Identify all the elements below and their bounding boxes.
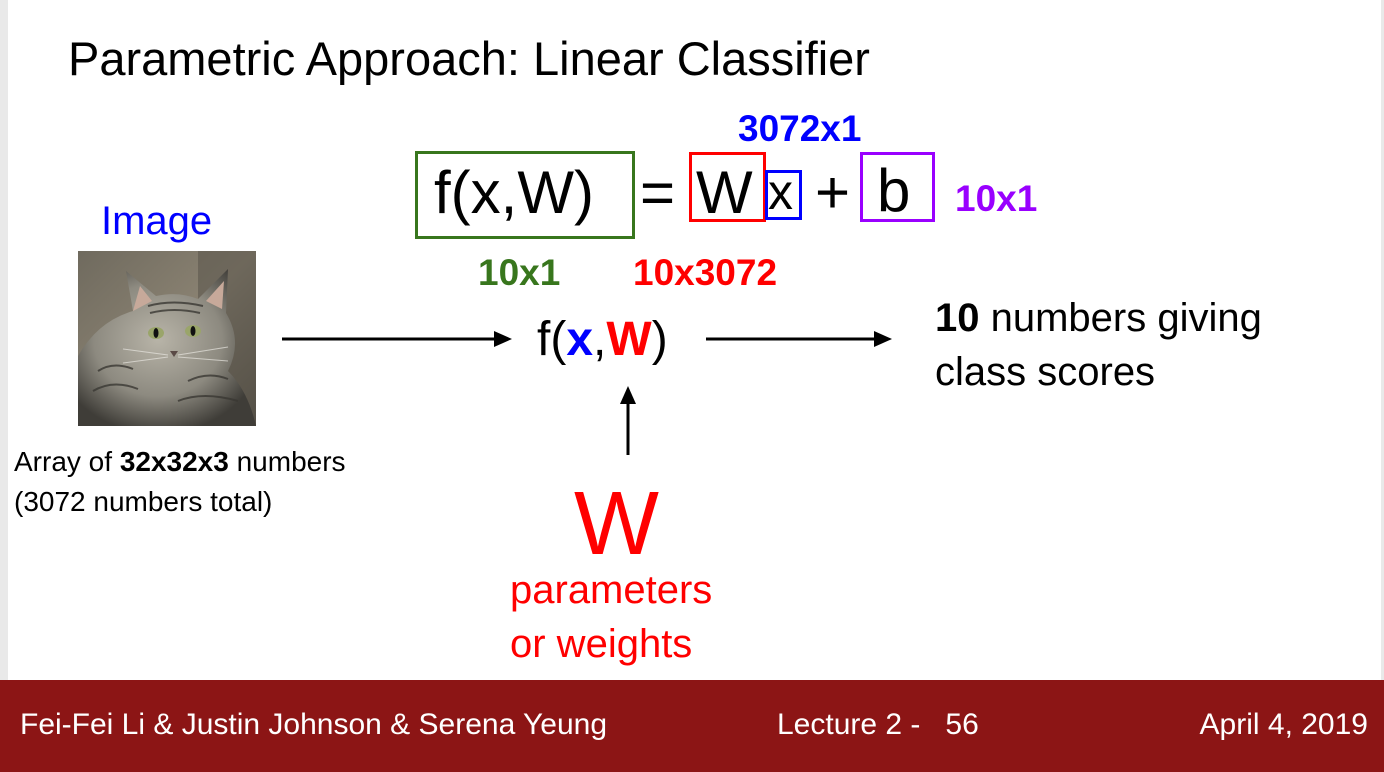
- w-matrix-box: [689, 152, 766, 222]
- plus-sign: +: [815, 159, 851, 226]
- function-w: W: [606, 313, 652, 366]
- footer-authors: Fei-Fei Li & Justin Johnson & Serena Yeu…: [20, 708, 608, 741]
- function-label: f(x,W): [537, 312, 668, 368]
- slide-footer: Fei-Fei Li & Justin Johnson & Serena Yeu…: [0, 680, 1384, 772]
- arrow-image-to-function: [282, 331, 512, 347]
- x-vector-box: [765, 170, 802, 220]
- image-caption-prefix: Array of: [14, 446, 120, 477]
- image-caption-dims: 32x32x3: [119, 446, 229, 477]
- image-caption-line2: (3072 numbers total): [14, 486, 273, 517]
- f-output-box: [415, 151, 635, 239]
- function-x: x: [566, 313, 594, 366]
- flow-arrows: [282, 331, 892, 455]
- output-line2: class scores: [935, 350, 1156, 394]
- function-open: f(: [537, 313, 567, 366]
- slide-title: Parametric Approach: Linear Classifier: [68, 32, 870, 85]
- slide-right-edge: [1381, 0, 1384, 680]
- arrow-weights-to-function: [620, 386, 636, 455]
- slide-left-edge: [0, 0, 8, 680]
- x-dimension-label: 3072x1: [738, 108, 862, 149]
- footer-date: April 4, 2019: [1199, 708, 1368, 741]
- output-count: 10: [935, 296, 980, 340]
- weights-symbol: W: [574, 474, 659, 574]
- function-close: ): [651, 313, 668, 366]
- output-line1: 10 numbers giving: [935, 294, 1262, 342]
- arrow-function-to-output: [706, 331, 892, 347]
- weights-label-line2: or weights: [510, 622, 693, 666]
- bias-box: [860, 152, 935, 222]
- cat-image: [78, 251, 256, 426]
- x-vector-text: x: [768, 164, 793, 220]
- image-caption-line1: Array of 32x32x3 numbers: [14, 444, 346, 480]
- weights-label-line1: parameters: [510, 568, 713, 612]
- image-caption-suffix: numbers: [228, 446, 346, 477]
- equals-sign: =: [640, 159, 676, 226]
- bias-dimension-label: 10x1: [955, 178, 1038, 219]
- footer-lecture: Lecture 2 - 56: [777, 708, 979, 741]
- f-output-text: f(x,W): [434, 159, 594, 226]
- function-comma: ,: [593, 313, 607, 366]
- output-line1-text: numbers giving: [979, 296, 1262, 340]
- f-dimension-label: 10x1: [478, 252, 561, 293]
- w-matrix-text: W: [696, 159, 753, 226]
- image-label: Image: [101, 199, 213, 243]
- bias-text: b: [877, 157, 911, 224]
- w-dimension-label: 10x3072: [633, 252, 778, 293]
